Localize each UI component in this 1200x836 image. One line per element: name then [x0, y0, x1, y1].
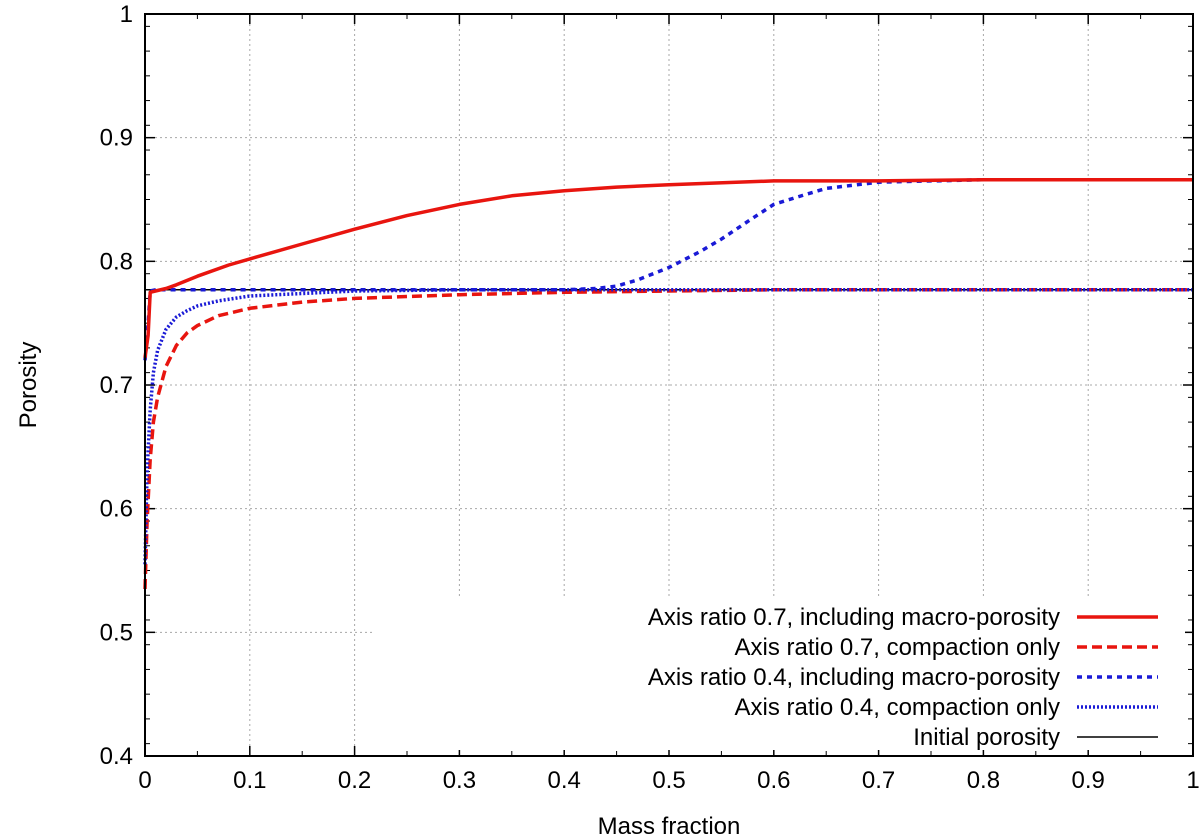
series-line-0	[143, 177, 1193, 359]
y-tick-label: 0.7	[100, 372, 133, 399]
series-line-3	[143, 288, 1193, 565]
x-tick-label: 0.5	[652, 767, 685, 794]
legend-label-1: Axis ratio 0.7, compaction only	[735, 634, 1061, 661]
x-tick-label: 0.1	[233, 767, 266, 794]
x-tick-label: 0.6	[757, 767, 790, 794]
y-tick-label: 0.4	[100, 743, 133, 770]
legend-background	[375, 598, 1185, 750]
x-tick-label: 0.2	[338, 767, 371, 794]
y-tick-label: 0.9	[100, 125, 133, 152]
legend-label-2: Axis ratio 0.4, including macro-porosity	[648, 664, 1060, 691]
y-tick-label: 0.5	[100, 619, 133, 646]
y-axis-title: Porosity	[15, 342, 42, 429]
y-tick-label: 0.6	[100, 496, 133, 523]
legend: Axis ratio 0.7, including macro-porosity…	[375, 598, 1185, 751]
plot-frame	[144, 13, 1194, 757]
legend-label-4: Initial porosity	[913, 724, 1060, 751]
tick-labels: 0 0.1 0.2 0.3 0.4 0.5 0.6 0.7 0.8 0.9 1 0.4 0.5 0.6 0.…	[100, 1, 1200, 794]
x-tick-label: 0	[138, 767, 151, 794]
legend-label-0: Axis ratio 0.7, including macro-porosity	[648, 604, 1060, 631]
y-tick-label: 1	[120, 1, 133, 28]
x-tick-label: 0.8	[967, 767, 1000, 794]
series-group	[143, 177, 1193, 590]
x-tick-label: 1	[1186, 767, 1199, 794]
x-axis-title: Mass fraction	[598, 813, 741, 836]
legend-label-3: Axis ratio 0.4, compaction only	[735, 694, 1061, 721]
x-tick-label: 0.3	[443, 767, 476, 794]
y-tick-label: 0.8	[100, 248, 133, 275]
x-tick-label: 0.7	[862, 767, 895, 794]
x-tick-label: 0.4	[548, 767, 581, 794]
grid	[145, 14, 1193, 756]
x-tick-label: 0.9	[1072, 767, 1105, 794]
